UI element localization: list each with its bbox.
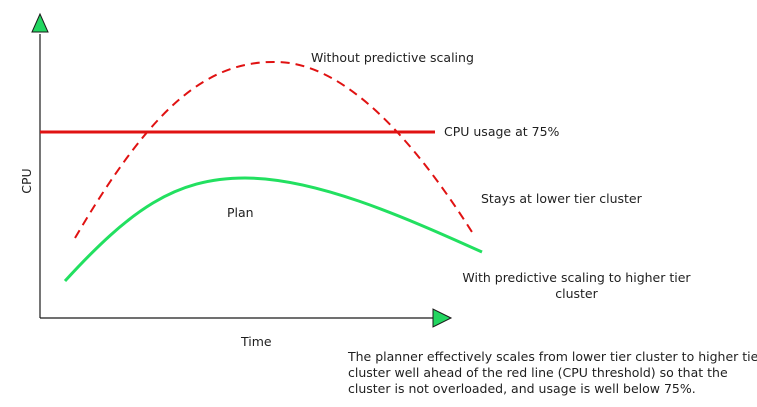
diagram-caption: The planner effectively scales from lowe… [348, 349, 757, 396]
without-predictive-scaling-curve [74, 60, 473, 239]
x-axis-arrowhead [432, 308, 453, 328]
without-predictive-scaling-label: Without predictive scaling [311, 50, 474, 65]
x-axis-label: Time [241, 334, 272, 349]
stays-lower-tier-label: Stays at lower tier cluster [481, 191, 642, 206]
plan-curve [63, 176, 483, 283]
cpu-threshold-label: CPU usage at 75% [444, 124, 560, 139]
y-axis-label: CPU [19, 168, 34, 194]
with-predictive-scaling-label: With predictive scaling to higher tier c… [462, 270, 691, 301]
y-axis-arrowhead [31, 12, 49, 33]
plan-label: Plan [227, 205, 254, 220]
